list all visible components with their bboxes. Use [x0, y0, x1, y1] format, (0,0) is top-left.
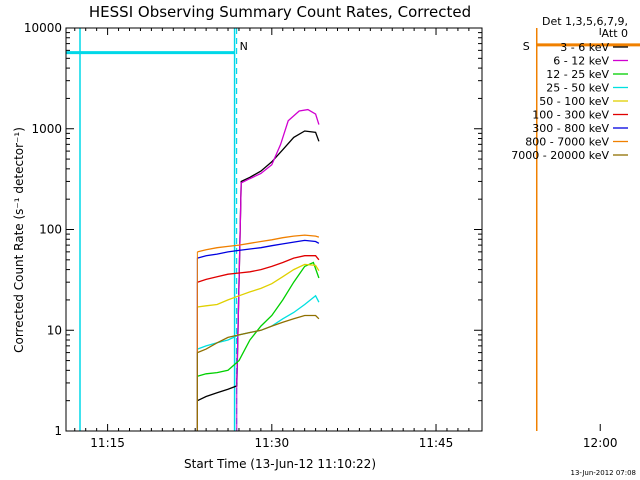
legend-label-4: 50 - 100 keV	[539, 95, 609, 108]
x-tick-label-3: 12:00	[583, 436, 618, 450]
x-axis-label: Start Time (13-Jun-12 11:10:22)	[184, 457, 376, 471]
footer-timestamp: 13-Jun-2012 07:08	[571, 469, 637, 477]
x-tick-label-1: 11:30	[255, 436, 290, 450]
legend-label-6: 300 - 800 keV	[532, 122, 609, 135]
legend-label-8: 7000 - 20000 keV	[511, 149, 609, 162]
series-line-1	[236, 108, 320, 383]
y-tick-label-2: 100	[39, 223, 62, 237]
annotation-label-2: S	[523, 40, 530, 53]
y-tick-label-4: 10000	[24, 21, 62, 35]
y-axis-ticks: 1 10 100 1000 10000	[24, 21, 482, 438]
y-axis-label: Corrected Count Rate (s⁻¹ detector⁻¹)	[12, 127, 26, 353]
plot-frame	[65, 27, 483, 432]
legend-label-7: 800 - 7000 keV	[525, 136, 609, 149]
series-line-3	[197, 294, 320, 350]
series-line-4	[197, 263, 320, 308]
x-tick-label-0: 11:15	[90, 436, 125, 450]
series-line-2	[197, 261, 320, 377]
legend-label-1: 6 - 12 keV	[553, 55, 609, 68]
legend-label-3: 25 - 50 keV	[546, 82, 609, 95]
y-tick-label-1: 10	[47, 323, 62, 337]
series-line-7	[197, 234, 320, 253]
chart-title: HESSI Observing Summary Count Rates, Cor…	[89, 3, 471, 21]
series-line-8	[197, 314, 320, 354]
series-line-0	[197, 130, 320, 402]
legend-header-line-1: Det 1,3,5,6,7,9,	[542, 15, 628, 28]
y-tick-label-0: 1	[54, 424, 62, 438]
legend-label-0: 3 - 6 keV	[560, 41, 609, 54]
x-tick-label-2: 11:45	[419, 436, 454, 450]
annotation-label-0: N	[240, 40, 248, 53]
y-tick-label-3: 1000	[31, 122, 62, 136]
legend-label-2: 12 - 25 keV	[546, 68, 609, 81]
series-line-5	[197, 255, 320, 283]
legend-header-line-2: Att 0	[602, 27, 628, 40]
series-line-6	[197, 239, 320, 259]
legend-label-5: 100 - 300 keV	[532, 109, 609, 122]
